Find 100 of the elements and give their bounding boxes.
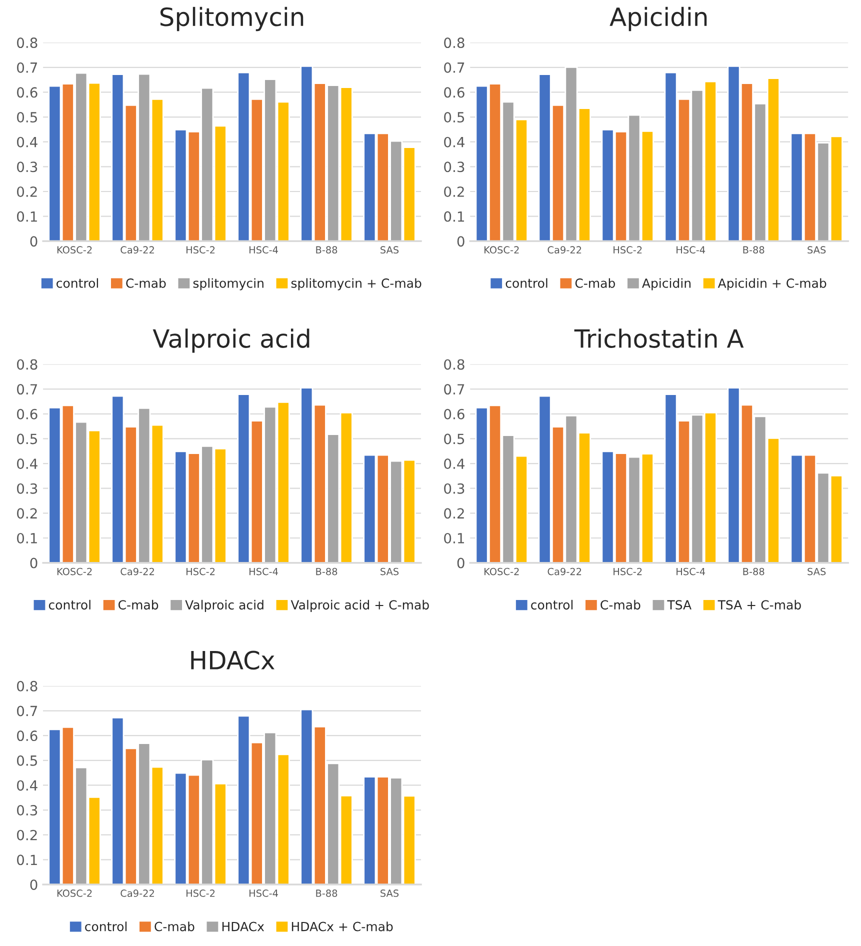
- x-tick-label: HSC-4: [676, 246, 706, 254]
- y-tick-label: 0.5: [17, 755, 37, 766]
- legend-label: C-mab: [154, 922, 194, 932]
- x-tick-label: HSC-4: [249, 890, 278, 897]
- y-tick-label: 0.8: [17, 38, 38, 48]
- x-tick-label: B-88: [316, 890, 338, 897]
- chart-title: Valproic acid: [152, 328, 310, 353]
- x-tick-label: SAS: [380, 246, 399, 254]
- x-tick-label: HSC-2: [186, 568, 215, 576]
- y-tick-label: 0.6: [444, 408, 464, 420]
- chart-title: Apicidin: [610, 6, 707, 32]
- y-tick-label: 0: [457, 558, 464, 568]
- legend-label: C-mab: [118, 600, 158, 610]
- y-tick-label: 0.4: [444, 136, 464, 148]
- y-tick-label: 0.8: [17, 680, 38, 692]
- y-tick-label: 0.2: [17, 186, 37, 197]
- x-tick-label: SAS: [808, 568, 826, 576]
- x-tick-label: Ca9-22: [120, 568, 154, 576]
- legend-label: TSA + C-mab: [718, 600, 801, 610]
- x-tick-label: HSC-2: [614, 568, 642, 576]
- x-tick-label: KOSC-2: [484, 568, 519, 576]
- y-tick-label: 0.3: [444, 162, 464, 172]
- x-tick-label: Ca9-22: [548, 568, 582, 576]
- y-tick-label: 0.2: [444, 508, 464, 519]
- y-tick-label: 0.5: [444, 112, 464, 123]
- x-tick-label: KOSC-2: [484, 246, 519, 254]
- legend-label: splitomycin + C-mab: [291, 278, 422, 290]
- y-tick-label: 0.5: [17, 112, 37, 123]
- x-tick-label: HSC-2: [186, 890, 215, 897]
- x-tick-label: KOSC-2: [57, 246, 92, 254]
- y-tick-label: 0.4: [17, 136, 38, 148]
- y-tick-label: 0.4: [17, 780, 38, 791]
- y-tick-label: 0.7: [17, 384, 37, 395]
- chart-title: Splitomycin: [160, 6, 304, 32]
- legend-label: control: [48, 600, 90, 610]
- legend-label: Valproic acid: [185, 600, 264, 612]
- legend-label: control: [56, 278, 98, 288]
- legend-label: C-mab: [600, 600, 640, 610]
- y-tick-label: 0.2: [17, 508, 37, 519]
- y-tick-label: 0.3: [444, 483, 464, 494]
- x-tick-label: HSC-4: [249, 246, 278, 254]
- x-tick-label: Ca9-22: [120, 890, 154, 897]
- legend-label: control: [506, 278, 548, 288]
- y-tick-label: 0.3: [17, 483, 38, 494]
- x-tick-label: SAS: [808, 246, 826, 254]
- y-tick-label: 0.3: [17, 162, 38, 172]
- y-tick-label: 0: [30, 558, 38, 568]
- y-tick-label: 0.6: [17, 408, 38, 420]
- legend-label: C-mab: [126, 278, 166, 288]
- y-tick-label: 0: [30, 879, 38, 890]
- x-tick-label: B-88: [743, 568, 764, 576]
- y-tick-label: 0.3: [17, 805, 38, 816]
- legend-label: control: [531, 600, 573, 610]
- x-tick-label: HSC-4: [676, 568, 706, 576]
- y-tick-label: 0.6: [17, 87, 38, 98]
- y-tick-label: 0.1: [17, 532, 37, 544]
- y-tick-label: 0.7: [17, 706, 37, 716]
- x-tick-label: KOSC-2: [57, 890, 92, 897]
- x-tick-label: HSC-2: [614, 246, 642, 254]
- y-tick-label: 0.2: [17, 830, 37, 840]
- y-tick-label: 0.8: [444, 359, 464, 370]
- chart-title: HDACx: [191, 650, 274, 670]
- y-tick-label: 0: [30, 236, 38, 247]
- y-tick-label: 0.8: [444, 38, 464, 48]
- legend-label: Valproic acid + C-mab: [290, 600, 429, 612]
- x-tick-label: SAS: [380, 890, 399, 897]
- legend-label: TSA: [667, 600, 692, 610]
- y-tick-label: 0.7: [17, 62, 37, 73]
- legend-label: HDACx + C-mab: [292, 922, 393, 932]
- legend-label: HDACx: [222, 922, 264, 932]
- x-tick-label: Ca9-22: [548, 246, 582, 254]
- y-tick-label: 0.4: [17, 458, 38, 470]
- y-tick-label: 0.1: [444, 211, 464, 222]
- y-tick-label: 0.1: [17, 211, 37, 222]
- y-tick-label: 0.1: [444, 532, 464, 544]
- x-tick-label: B-88: [316, 568, 338, 576]
- y-tick-label: 0.6: [444, 87, 464, 98]
- x-tick-label: HSC-2: [186, 246, 215, 254]
- x-tick-label: SAS: [380, 568, 399, 576]
- legend-label: splitomycin: [193, 278, 264, 290]
- chart-title: Trichostatin A: [574, 328, 744, 348]
- y-tick-label: 0.8: [17, 359, 38, 370]
- y-tick-label: 0.4: [444, 458, 464, 470]
- y-tick-label: 0.7: [444, 384, 464, 395]
- y-tick-label: 0.7: [444, 62, 464, 73]
- legend-label: control: [85, 922, 127, 932]
- x-tick-label: B-88: [316, 246, 338, 254]
- x-tick-label: B-88: [743, 246, 764, 254]
- y-tick-label: 0.6: [17, 730, 38, 742]
- y-tick-label: 0: [457, 236, 464, 247]
- legend-label: Apicidin + C-mab: [718, 278, 826, 290]
- y-tick-label: 0.5: [444, 434, 464, 444]
- legend-label: C-mab: [575, 278, 615, 288]
- y-tick-label: 0.5: [17, 434, 37, 444]
- y-tick-label: 0.2: [444, 186, 464, 197]
- x-tick-label: HSC-4: [249, 568, 278, 576]
- legend-label: Apicidin: [642, 278, 690, 290]
- x-tick-label: KOSC-2: [57, 568, 92, 576]
- y-tick-label: 0.1: [17, 854, 37, 866]
- x-tick-label: Ca9-22: [120, 246, 154, 254]
